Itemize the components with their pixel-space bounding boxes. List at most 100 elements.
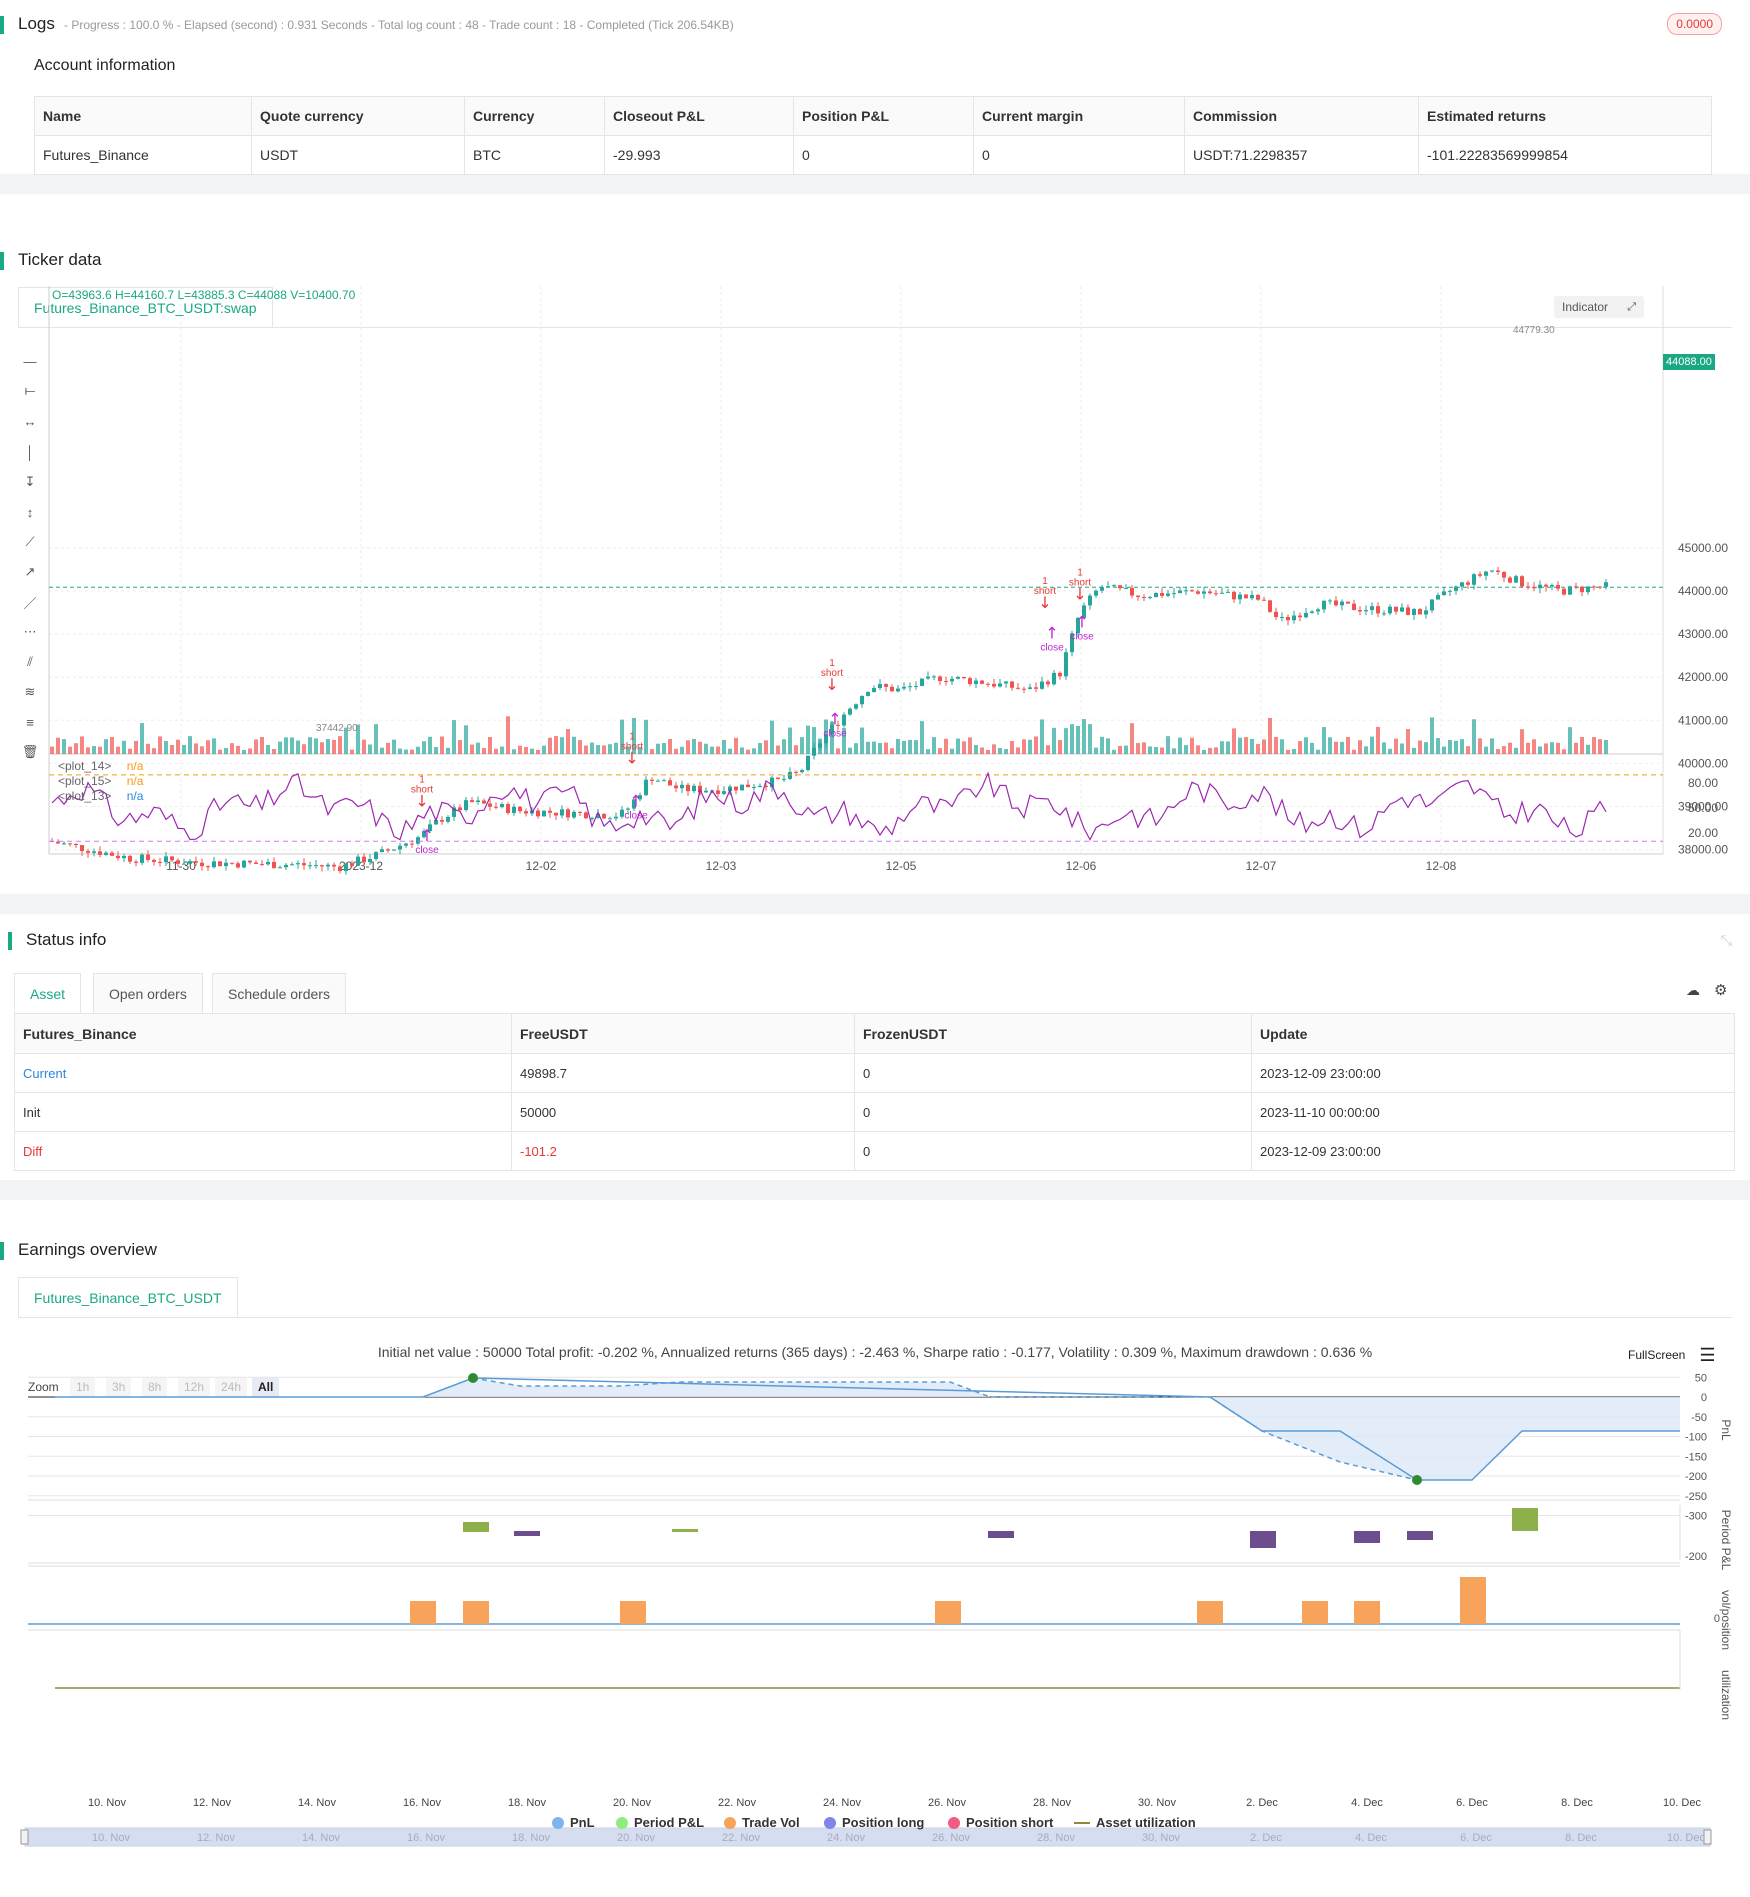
candle-body xyxy=(842,714,846,726)
candle-body xyxy=(440,820,444,822)
volume-bar xyxy=(1358,740,1362,754)
vertical-ray-icon[interactable]: ↧ xyxy=(24,474,36,489)
vertical-segment-icon[interactable]: ↕ xyxy=(26,504,34,520)
pnl-tick-label: -250 xyxy=(1685,1491,1707,1503)
cloud-download-icon[interactable]: ☁ xyxy=(1686,982,1700,998)
trade-vol-bar xyxy=(410,1601,436,1624)
trend-line-icon[interactable]: ⟋ xyxy=(25,534,35,549)
tab-ticker-symbol[interactable]: Futures_Binance_BTC_USDT:swap xyxy=(18,287,273,327)
volume-bar xyxy=(242,749,246,754)
candle-body xyxy=(770,777,774,788)
col-quote-currency: Quote currency xyxy=(251,96,465,136)
volume-bar xyxy=(1034,736,1038,754)
candle-body xyxy=(680,784,684,789)
legend-position-long[interactable]: Position long xyxy=(824,1815,924,1830)
volume-bar xyxy=(752,748,756,754)
volume-bar xyxy=(1166,736,1170,754)
volume-bar xyxy=(476,742,480,754)
volume-bar xyxy=(1586,744,1590,754)
volume-bar xyxy=(926,749,930,754)
candle-body xyxy=(218,861,222,867)
horizontal-line-icon[interactable]: — xyxy=(23,353,37,369)
fullscreen-button[interactable]: FullScreen ☰ xyxy=(1628,1346,1716,1364)
zoom-3h[interactable]: 3h xyxy=(106,1377,132,1397)
tab-earnings-symbol[interactable]: Futures_Binance_BTC_USDT xyxy=(18,1277,238,1317)
close-signal-label: close xyxy=(624,811,648,822)
tab-open-orders[interactable]: Open orders xyxy=(93,973,203,1013)
volume-bar xyxy=(1562,749,1566,754)
collapse-icon[interactable]: ⤡ xyxy=(1720,932,1732,948)
trash-icon[interactable]: 🗑 xyxy=(21,744,39,759)
fib-channel-icon[interactable]: ≋ xyxy=(24,684,36,699)
candle-body xyxy=(1568,586,1572,595)
ticker-section: Ticker data Futures_Binance_BTC_USDT:swa… xyxy=(0,194,1750,894)
candle-body xyxy=(776,777,780,779)
logs-section: Logs - Progress : 100.0 % - Elapsed (sec… xyxy=(0,0,1750,175)
candle-body xyxy=(278,867,282,869)
candle-body xyxy=(434,820,438,825)
volume-bar xyxy=(518,745,522,754)
settings-gear-icon[interactable]: ⚙ xyxy=(1714,982,1728,999)
date-tick-label: 14. Nov xyxy=(298,1797,336,1809)
zoom-8h[interactable]: 8h xyxy=(142,1377,168,1397)
trade-vol-bar xyxy=(620,1601,646,1624)
close-arrow-icon: ↑ xyxy=(1045,623,1058,642)
date-tick-label: 30. Nov xyxy=(1138,1797,1176,1809)
high-marker-label: 44779.30 xyxy=(1513,325,1555,336)
volume-bar xyxy=(1238,737,1242,754)
candle-body xyxy=(1274,611,1278,618)
close-signal-label: close xyxy=(1070,632,1094,643)
tab-asset[interactable]: Asset xyxy=(14,973,82,1013)
candle-body xyxy=(1232,591,1236,600)
volume-bar xyxy=(1298,741,1302,754)
legend-pnl[interactable]: PnL xyxy=(552,1815,595,1830)
volume-bar xyxy=(1406,729,1410,754)
parallel-channel-icon[interactable]: ⫽ xyxy=(27,654,33,669)
tab-schedule-orders[interactable]: Schedule orders xyxy=(212,973,346,1013)
zoom-all[interactable]: All xyxy=(252,1377,280,1397)
volume-bar xyxy=(230,743,234,754)
volume-bar xyxy=(1592,737,1596,754)
candle-body xyxy=(986,683,990,685)
earnings-title: Earnings overview xyxy=(0,1240,157,1260)
col-exchange: Futures_Binance xyxy=(14,1013,512,1054)
earnings-chart[interactable]: 50 0 -50 -100 -150 -200 -250 -300 PnL Period P&L v… xyxy=(0,1200,1750,1897)
volume-bar xyxy=(848,747,852,754)
legend-period-pnl[interactable]: Period P&L xyxy=(616,1815,704,1830)
volume-bar xyxy=(380,747,384,754)
indicator-button[interactable]: Indicator ⤢ xyxy=(1554,296,1644,318)
volume-bar xyxy=(116,746,120,754)
trend-segment-icon[interactable]: ／ xyxy=(23,595,37,611)
trade-vol-dot-icon xyxy=(724,1816,736,1829)
candle-body xyxy=(1520,576,1524,587)
legend-trade-vol[interactable]: Trade Vol xyxy=(724,1815,800,1830)
volume-bar xyxy=(656,743,660,754)
cell: Futures_Binance xyxy=(34,135,252,175)
candle-body xyxy=(1340,601,1344,606)
fib-retracement-icon[interactable]: ≡ xyxy=(26,714,34,730)
candle-body xyxy=(524,811,528,814)
horizontal-segment-icon[interactable]: ↔ xyxy=(23,413,37,429)
vertical-line-icon[interactable]: │ xyxy=(25,444,35,460)
trend-ray-icon[interactable]: ↗ xyxy=(24,564,36,579)
price-tick-label: 45000.00 xyxy=(1678,541,1728,555)
volume-bar xyxy=(1532,739,1536,754)
volume-bar xyxy=(314,738,318,754)
zoom-24h[interactable]: 24h xyxy=(215,1377,248,1397)
plot-13-entry: <plot_13> n/a xyxy=(58,789,144,803)
candle-body xyxy=(824,734,828,744)
legend-position-short[interactable]: Position short xyxy=(948,1815,1053,1830)
zoom-12h[interactable]: 12h xyxy=(178,1377,211,1397)
volume-bar xyxy=(200,746,204,754)
horizontal-ray-icon[interactable]: ⟝ xyxy=(24,383,36,398)
price-label-icon[interactable]: ⋯ xyxy=(23,624,37,639)
zoom-1h[interactable]: 1h xyxy=(70,1377,96,1397)
volume-bar xyxy=(1232,728,1236,754)
candle-body xyxy=(962,676,966,679)
candle-body xyxy=(1430,599,1434,611)
utilization-line-icon xyxy=(1074,1821,1090,1824)
legend-asset-utilization[interactable]: Asset utilization xyxy=(1074,1815,1196,1830)
volume-bar xyxy=(326,739,330,754)
volume-bar xyxy=(1202,749,1206,754)
candle-body xyxy=(1370,606,1374,611)
